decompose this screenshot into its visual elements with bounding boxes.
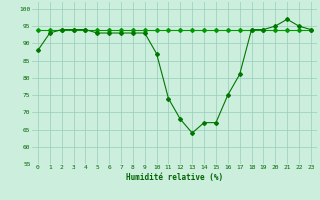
X-axis label: Humidité relative (%): Humidité relative (%) bbox=[126, 173, 223, 182]
